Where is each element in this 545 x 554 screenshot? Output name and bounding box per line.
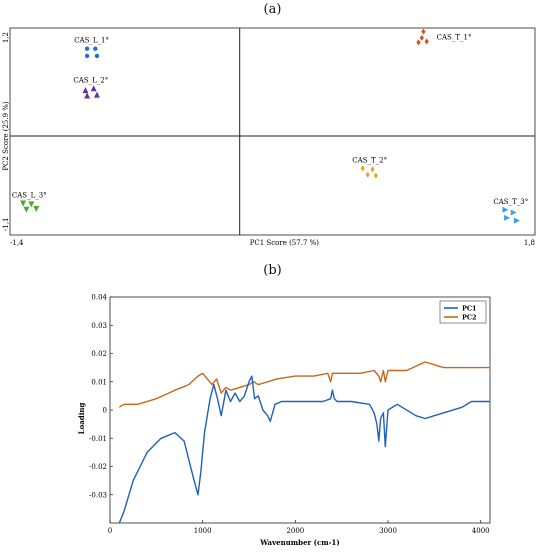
data-point: [419, 34, 424, 41]
data-point: [510, 209, 517, 216]
y-tick-label: -0.01: [89, 435, 107, 443]
y-tick-label: 0.04: [91, 294, 107, 302]
data-point: [84, 46, 90, 51]
pca-score-plot: -1,4 1,8 1,2 -1,1 PC1 Score (57.7 %) PC2 Scor…: [2, 27, 536, 247]
data-point: [416, 39, 421, 46]
x-tick-label: 0: [108, 527, 112, 535]
data-point: [421, 28, 426, 35]
data-point: [360, 165, 365, 172]
y-tick-label: 0.03: [91, 322, 107, 330]
series-label: CAS_L_3°: [12, 192, 47, 200]
data-point: [93, 46, 98, 51]
data-point: [94, 53, 100, 59]
x-tick-label-max: 1,8: [524, 239, 535, 247]
x-tick-label: 1000: [194, 527, 212, 535]
panel-b-label: (b): [263, 263, 282, 278]
series-cas-l-3: [20, 200, 40, 213]
y-tick-label: -0.03: [89, 491, 107, 499]
legend-label: PC1: [462, 305, 477, 313]
x-axis-title: Wavenumber (cm-1): [259, 538, 339, 547]
y-tick-label: 0.02: [91, 350, 107, 358]
plot-area: [118, 361, 490, 523]
x-axis-title: PC1 Score (57.7 %): [250, 239, 320, 247]
data-point: [93, 91, 100, 98]
series-label: CAS_T_2°: [352, 156, 387, 164]
series-line-pc2: [118, 361, 490, 408]
panel-a-label: (a): [263, 2, 282, 17]
data-point: [90, 85, 97, 92]
data-point: [373, 172, 378, 179]
plot-frame: [9, 27, 536, 236]
y-axis-title: PC2 Score (25.9 %): [2, 101, 10, 171]
series-line-pc1: [118, 375, 490, 523]
x-tick-label: 2000: [286, 527, 304, 535]
loading-plot: -0.03 -0.02 -0.01 0 0.01 0.02 0.03 0.04 0 1000 200…: [77, 294, 491, 547]
plot-frame: [109, 296, 491, 524]
x-tick-label-min: -1,4: [10, 239, 24, 247]
x-tick-label: 4000: [472, 527, 490, 535]
legend-label: PC2: [462, 314, 477, 322]
series-cas-t-2: [360, 165, 378, 179]
data-point: [28, 201, 35, 208]
series-label: CAS_T_1°: [437, 34, 472, 42]
series-cas-l-2: [82, 85, 100, 99]
series-label: CAS_L_1°: [74, 37, 109, 45]
data-point: [84, 92, 91, 99]
series-label: CAS_L_2°: [73, 76, 108, 84]
data-point: [370, 166, 375, 173]
data-point: [84, 53, 90, 59]
data-point: [23, 206, 30, 213]
data-point: [365, 171, 370, 178]
data-point: [502, 206, 509, 213]
panel-b: (b) -0.03 -0.02 -0.01 0 0.01 0.02 0.03 0.04 0 100…: [0, 255, 545, 550]
data-point: [504, 214, 511, 221]
series-cas-t-3: [502, 206, 520, 224]
y-tick-label: 0.01: [91, 378, 107, 386]
data-point: [513, 217, 520, 224]
data-point: [33, 205, 40, 212]
series-label: CAS_T_3°: [493, 198, 528, 206]
series-cas-t-1: [416, 28, 429, 46]
data-point: [20, 200, 27, 207]
x-tick-label: 3000: [379, 527, 397, 535]
y-tick-label: 0: [103, 407, 107, 415]
y-tick-label: -0.02: [89, 463, 107, 471]
y-axis-title: Loading: [77, 403, 86, 435]
panel-a: (a) -1,4 1,8 1,2 -1,1 PC1 Score (57.7 %) PC2 …: [0, 0, 545, 255]
data-point: [424, 38, 429, 45]
y-tick-label-max: 1,2: [2, 32, 10, 43]
series-cas-l-1: [84, 46, 100, 59]
y-tick-label-min: -1,1: [2, 218, 10, 232]
data-point: [82, 87, 89, 94]
